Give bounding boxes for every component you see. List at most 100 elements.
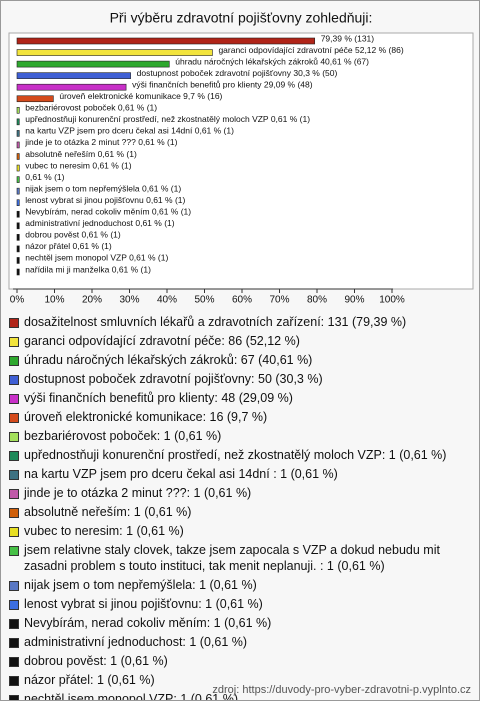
bar-label: nijak jsem o tom nepřemýšlela 0,61 % (1) [25,183,181,193]
bar [16,83,127,91]
legend-label: nijak jsem o tom nepřemýšlela: 1 (0,61 %… [24,578,257,592]
legend-swatch [9,676,19,686]
legend-item: názor přátel: 1 (0,61 %) [9,672,471,688]
legend-label: úroveň elektronické komunikace: 16 (9,7 … [24,410,268,424]
bar-label: Nevybírám, nerad cokoliv měním 0,61 % (1… [25,207,191,217]
legend-swatch [9,375,19,385]
bar-label: dostupnost poboček zdravotní pojišťovny … [137,68,338,78]
legend-label: vubec to neresim: 1 (0,61 %) [24,524,184,538]
legend-item: jsem relativne staly clovek, takze jsem … [9,542,471,574]
legend-swatch [9,413,19,423]
legend-item: vubec to neresim: 1 (0,61 %) [9,523,471,539]
bar-label: lenost vybrat si jinou pojišťovnu 0,61 %… [25,195,185,205]
bar [16,95,54,103]
bar-label: úhradu náročných lékařských zákroků 40,6… [175,56,369,66]
legend-label: Nevybírám, nerad cokoliv měním: 1 (0,61 … [24,616,272,630]
legend-item: jinde je to otázka 2 minut ???: 1 (0,61 … [9,485,471,501]
x-tick-label: 100% [379,295,405,306]
bar [16,234,20,241]
bar [16,268,20,276]
bar [16,176,20,183]
bar-label: bezbariérovost poboček 0,61 % (1) [25,103,157,113]
legend-swatch [9,337,19,347]
legend-label: nechtěl jsem monopol VZP: 1 (0,61 %) [24,692,238,701]
legend-item: lenost vybrat si jinou pojišťovnu: 1 (0,… [9,596,471,612]
legend-item: na kartu VZP jsem pro dceru čekal asi 14… [9,466,471,482]
legend-label: garanci odpovídající zdravotní péče: 86 … [24,334,300,348]
bar [16,107,20,114]
legend-label: dobrou pověst: 1 (0,61 %) [24,654,168,668]
legend-item: úroveň elektronické komunikace: 16 (9,7 … [9,409,471,425]
legend-swatch [9,470,19,480]
bar-label: úroveň elektronické komunikace 9,7 % (16… [59,91,222,101]
bar [16,130,20,137]
legend-swatch [9,546,19,556]
bar [16,118,20,126]
legend-item: bezbariérovost poboček: 1 (0,61 %) [9,428,471,444]
source: zdroj: https://duvody-pro-vyber-zdravotn… [212,684,471,696]
legend-label: úhradu náročných lékařských zákroků: 67 … [24,353,313,367]
legend-item: úhradu náročných lékařských zákroků: 67 … [9,352,471,368]
bar-label: vubec to neresim 0,61 % (1) [25,160,131,170]
legend-label: administrativní jednoduchost: 1 (0,61 %) [24,635,248,649]
bar [16,257,20,264]
x-tick-label: 0% [10,295,25,306]
x-tick-label: 40% [157,295,177,306]
x-tick-label: 70% [269,295,289,306]
bar [16,245,20,253]
bar [16,49,213,56]
x-tick-label: 10% [44,295,64,306]
bar-label: nařídila mi ji manželka 0,61 % (1) [25,264,151,274]
bar [16,210,20,218]
legend-label: názor přátel: 1 (0,61 %) [24,673,155,687]
bar-label: jinde je to otázka 2 minut ??? 0,61 % (1… [24,137,177,147]
x-tick-label: 30% [119,295,139,306]
legend-swatch [9,581,19,591]
legend-item: výši finančních benefitů pro klienty: 48… [9,390,471,406]
legend-label: dostupnost poboček zdravotní pojišťovny:… [24,372,323,386]
legend-label: výši finančních benefitů pro klienty: 48… [24,391,293,405]
legend-item: dostupnost poboček zdravotní pojišťovny:… [9,371,471,387]
legend-swatch [9,394,19,404]
legend-swatch [9,657,19,667]
legend: dosažitelnost smluvních lékařů a zdravot… [9,314,471,701]
legend-swatch [9,600,19,610]
legend-item: Nevybírám, nerad cokoliv měním: 1 (0,61 … [9,615,471,631]
x-tick-label: 90% [344,295,364,306]
legend-item: absolutně neřeším: 1 (0,61 %) [9,504,471,520]
bar [16,60,170,68]
legend-item: administrativní jednoduchost: 1 (0,61 %) [9,634,471,650]
legend-item: upřednostňuji konurenční prostředí, než … [9,447,471,463]
x-tick-label: 60% [232,295,252,306]
bar-label: dobrou pověst 0,61 % (1) [25,230,121,240]
legend-label: bezbariérovost poboček: 1 (0,61 %) [24,429,222,443]
bar-label: garanci odpovídající zdravotní péče 52,1… [218,45,403,55]
bar [16,199,20,206]
legend-label: dosažitelnost smluvních lékařů a zdravot… [24,315,407,329]
bar [16,37,316,45]
legend-label: na kartu VZP jsem pro dceru čekal asi 14… [24,467,338,481]
legend-swatch [9,451,19,461]
legend-swatch [9,432,19,442]
legend-label: jinde je to otázka 2 minut ???: 1 (0,61 … [24,486,252,500]
legend-swatch [9,356,19,366]
bar-label: na kartu VZP jsem pro dceru čekal asi 14… [25,126,234,136]
legend-swatch [9,508,19,518]
legend-item: nijak jsem o tom nepřemýšlela: 1 (0,61 %… [9,577,471,593]
bar [16,141,20,149]
chart-title: Při výběru zdravotní pojišťovny zohledňu… [110,10,373,26]
x-tick-label: 20% [82,295,102,306]
legend-item: dosažitelnost smluvních lékařů a zdravot… [9,314,471,330]
bar-label: absolutně neřeším 0,61 % (1) [25,149,137,159]
bar-label: administrativní jednoduchost 0,61 % (1) [25,218,174,228]
x-tick-label: 80% [307,295,327,306]
bar [16,222,20,230]
bar-label: 79,39 % (131) [321,33,375,43]
bar [16,153,20,160]
bar-label: nechtěl jsem monopol VZP 0,61 % (1) [25,253,168,263]
bar [16,187,20,195]
x-tick-label: 50% [194,295,214,306]
bar [16,164,20,172]
bar-label: 0,61 % (1) [25,172,64,182]
